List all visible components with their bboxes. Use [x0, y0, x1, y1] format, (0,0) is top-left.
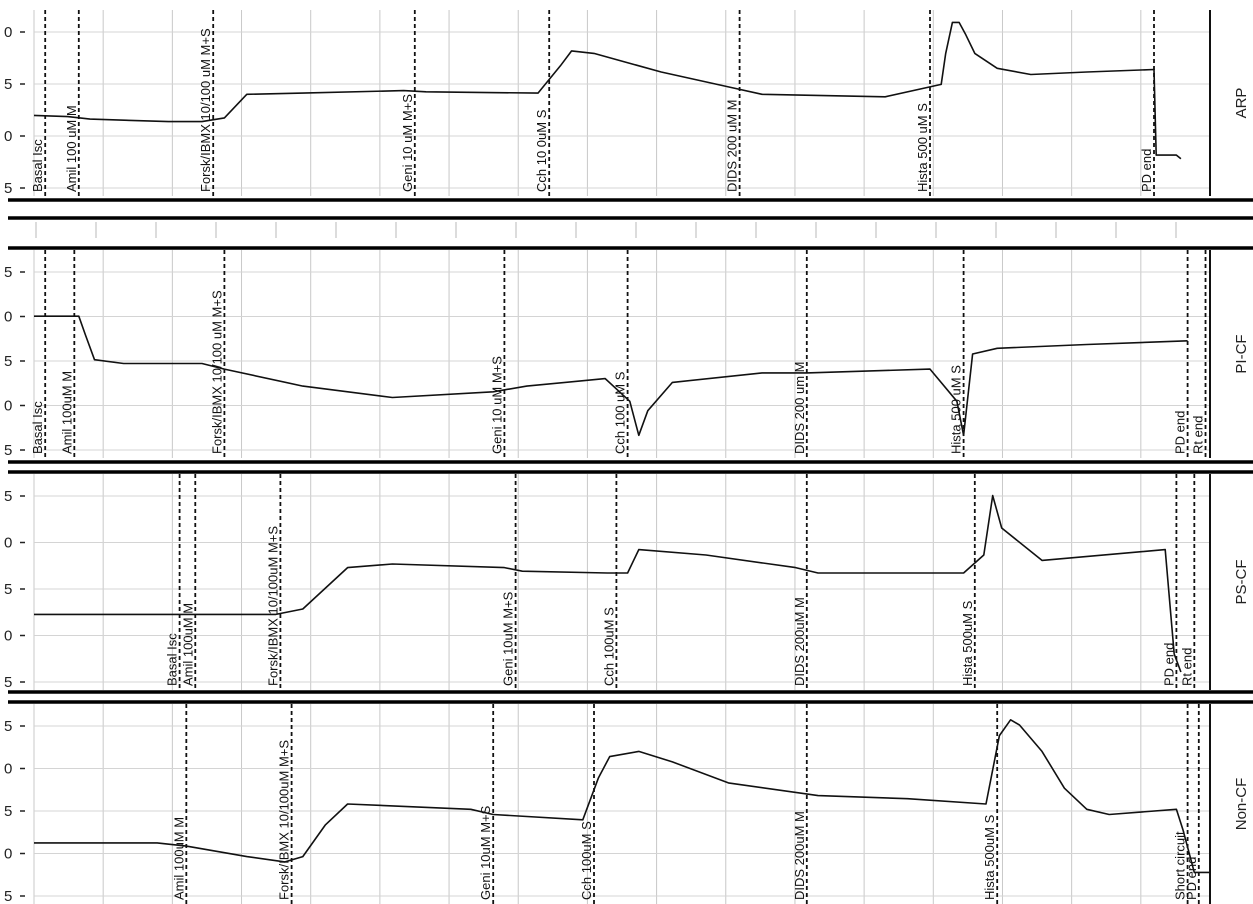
event-label: Hista 500 uM S: [915, 103, 930, 192]
current-trace: [33, 21, 1182, 160]
event-label: PD end: [1161, 643, 1176, 686]
event-label: Cch 10 0uM S: [534, 109, 549, 192]
event-label: Rt end: [1191, 416, 1206, 454]
y-tick-label: 5: [4, 488, 12, 505]
trace-panel-ps-cf: 5 0 5 0 5 Basal Isc Amil 100uM M Forsk/IBMX 10/…: [4, 474, 1250, 691]
event-label: Forsk/IBMX 10/100 uM M+S: [209, 290, 224, 454]
event-label: PD end: [1139, 149, 1154, 192]
event-label: Basal Isc: [30, 401, 45, 454]
event-label: Amil 100uM M: [171, 817, 186, 900]
y-tick-label: 5: [4, 803, 12, 820]
event-label: Cch 100 uM S: [613, 371, 628, 454]
y-tick-label: 0: [4, 128, 12, 145]
y-tick-label: 5: [4, 353, 12, 370]
current-trace: [34, 718, 1210, 874]
y-tick-label: 5: [4, 581, 12, 598]
event-label: DIDS 200uM M: [792, 811, 807, 900]
panel-label: Non-CF: [1233, 778, 1250, 831]
y-tick-label: 0: [4, 761, 12, 778]
event-label: Short circuit: [1173, 831, 1188, 900]
y-tick-label: 0: [4, 309, 12, 326]
y-tick-label: 0: [4, 628, 12, 645]
event-label: Geni 10uM M+S: [478, 805, 493, 900]
event-label: Geni 10uM M+S: [501, 591, 516, 686]
event-label: Hista 500uM S: [982, 814, 997, 900]
panel-separator-strip: [35, 222, 1177, 238]
y-tick-label: 0: [4, 535, 12, 552]
event-label: Geni 10 uM M+S: [489, 356, 504, 454]
y-tick-label: 0: [4, 846, 12, 863]
grid: [33, 474, 1211, 690]
current-trace: [34, 315, 1188, 437]
panel-label: ARP: [1233, 88, 1250, 119]
event-label: PD end: [1173, 411, 1188, 454]
event-label: Forsk/IBMX 10/100 uM M+S: [198, 28, 213, 192]
y-tick-label: 5: [4, 180, 12, 197]
event-label: Amil 100uM M: [180, 603, 195, 686]
event-label: Hista 500 uM S: [949, 365, 964, 454]
event-label: Forsk/IBMX 10/100uM M+S: [277, 740, 292, 900]
y-tick-label: 5: [4, 888, 12, 904]
y-tick-label: 5: [4, 264, 12, 281]
trace-panel-non-cf: 5 0 5 0 5 Amil 100uM M Forsk/IBMX 10/100uM M+S…: [4, 704, 1250, 904]
current-trace: [34, 494, 1182, 673]
event-label: PD end: [1184, 857, 1199, 900]
grid: [33, 250, 1211, 458]
event-label: Forsk/IBMX 10/100uM M+S: [265, 526, 280, 686]
trace-panel-arp: 0 5 0 5 Basal Isc Amil 100 uM M Forsk/IBMX 10/…: [4, 10, 1250, 197]
grid: [33, 10, 1211, 196]
y-tick-label: 0: [4, 24, 12, 41]
event-label: Cch 100uM S: [601, 607, 616, 686]
panel-label: PS-CF: [1233, 560, 1250, 605]
y-tick-label: 5: [4, 718, 12, 735]
event-label: DIDS 200 um M: [792, 362, 807, 454]
event-label: DIDS 200 uM M: [725, 100, 740, 192]
event-label: Amil 100uM M: [59, 371, 74, 454]
event-label: Hista 500uM S: [960, 600, 975, 686]
event-label: DIDS 200uM M: [792, 597, 807, 686]
event-label: Geni 10 uM M+S: [400, 94, 415, 192]
y-tick-label: 5: [4, 76, 12, 93]
event-label: Rt end: [1179, 648, 1194, 686]
event-label: Cch 100uM S: [579, 821, 594, 900]
event-label: Basal Isc: [165, 633, 180, 686]
event-label: Basal Isc: [30, 139, 45, 192]
y-tick-label: 5: [4, 674, 12, 691]
event-label: Amil 100 uM M: [64, 105, 79, 192]
y-tick-label: 5: [4, 442, 12, 459]
panel-label: PI-CF: [1233, 334, 1250, 373]
trace-panel-pi-cf: 5 0 5 0 5 Basal Isc Amil 100uM M Forsk/IBMX 10/…: [4, 250, 1250, 459]
y-tick-label: 0: [4, 398, 12, 415]
